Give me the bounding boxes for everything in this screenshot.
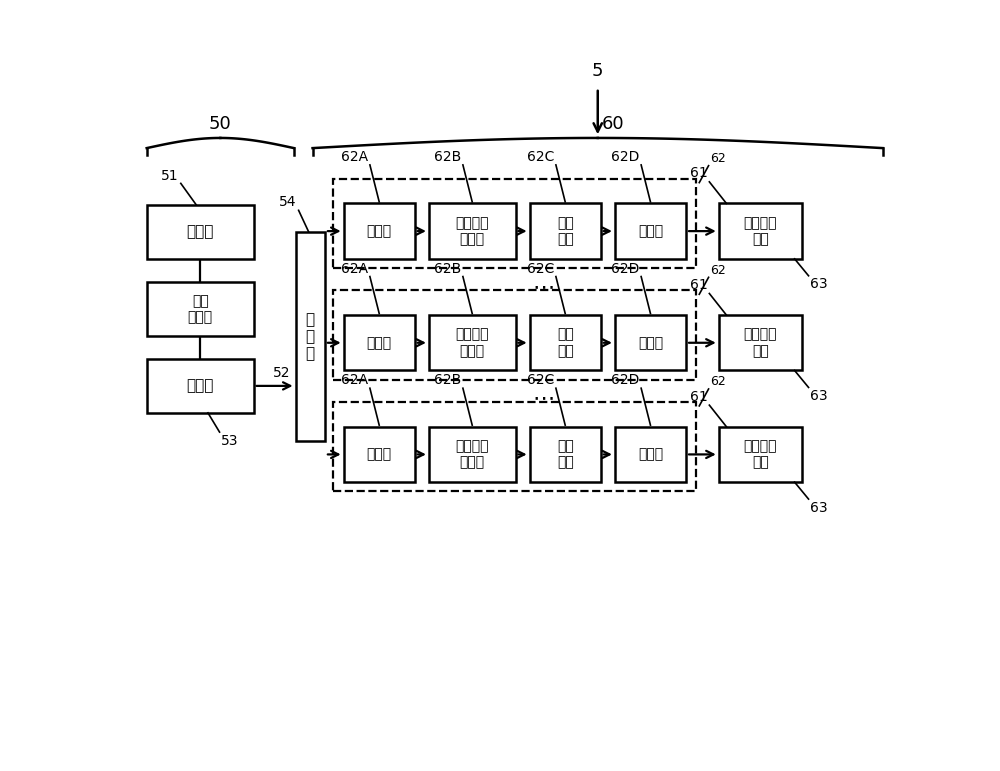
Text: ⋯: ⋯: [532, 277, 555, 297]
Text: 54: 54: [279, 195, 296, 209]
Text: 60: 60: [602, 115, 625, 133]
Bar: [147, 205, 254, 259]
Text: 63: 63: [810, 389, 828, 403]
Text: 63: 63: [810, 500, 828, 514]
Text: ⋯: ⋯: [532, 389, 555, 409]
Text: 可变增益
放大器: 可变增益 放大器: [455, 439, 489, 470]
Bar: [429, 315, 516, 371]
Bar: [719, 204, 802, 259]
Text: 62C: 62C: [527, 373, 554, 388]
Bar: [333, 402, 696, 491]
Text: 62B: 62B: [434, 262, 461, 276]
Text: 62: 62: [710, 375, 726, 389]
Text: 61: 61: [690, 389, 708, 403]
Text: 隔离器: 隔离器: [638, 447, 663, 461]
Bar: [429, 426, 516, 482]
Text: 62D: 62D: [611, 262, 640, 276]
Bar: [530, 204, 601, 259]
Text: 62D: 62D: [611, 373, 640, 388]
Text: 隔离器: 隔离器: [638, 335, 663, 350]
Bar: [344, 426, 415, 482]
Text: 62A: 62A: [341, 150, 368, 164]
Text: 相位器: 相位器: [367, 335, 392, 350]
Bar: [333, 179, 696, 268]
Bar: [530, 315, 601, 371]
Text: 主放
大器: 主放 大器: [557, 216, 574, 246]
Text: 电源部: 电源部: [186, 224, 214, 239]
Text: 相位器: 相位器: [367, 447, 392, 461]
Bar: [147, 282, 254, 336]
Bar: [344, 204, 415, 259]
Text: 63: 63: [810, 278, 828, 291]
Text: 61: 61: [690, 278, 708, 292]
Text: 放大器: 放大器: [186, 379, 214, 393]
Text: 61: 61: [690, 167, 708, 180]
Bar: [615, 426, 686, 482]
Text: 62C: 62C: [527, 262, 554, 276]
Text: 62A: 62A: [341, 262, 368, 276]
Text: 52: 52: [273, 365, 291, 380]
Text: 62D: 62D: [611, 150, 640, 164]
Text: 53: 53: [221, 433, 239, 448]
Text: 62B: 62B: [434, 373, 461, 388]
Text: 5: 5: [592, 62, 604, 80]
Text: 62C: 62C: [527, 150, 554, 164]
Text: 62A: 62A: [341, 373, 368, 388]
Bar: [615, 315, 686, 371]
Text: 微波
振荡器: 微波 振荡器: [188, 294, 213, 324]
Text: 62: 62: [710, 264, 726, 277]
Text: 62B: 62B: [434, 150, 461, 164]
Bar: [615, 204, 686, 259]
Text: 微波导入
机构: 微波导入 机构: [744, 328, 777, 358]
Text: 50: 50: [209, 115, 232, 133]
Bar: [429, 204, 516, 259]
Text: 可变增益
放大器: 可变增益 放大器: [455, 216, 489, 246]
Bar: [296, 232, 325, 441]
Text: 微波导入
机构: 微波导入 机构: [744, 216, 777, 246]
Text: 62: 62: [710, 152, 726, 165]
Text: 主放
大器: 主放 大器: [557, 439, 574, 470]
Text: 微波导入
机构: 微波导入 机构: [744, 439, 777, 470]
Bar: [719, 315, 802, 371]
Text: 51: 51: [161, 169, 178, 183]
Bar: [344, 315, 415, 371]
Text: 隔离器: 隔离器: [638, 224, 663, 238]
Bar: [719, 426, 802, 482]
Text: 相位器: 相位器: [367, 224, 392, 238]
Text: 主放
大器: 主放 大器: [557, 328, 574, 358]
Bar: [333, 291, 696, 380]
Text: 分
频
器: 分 频 器: [306, 311, 315, 362]
Bar: [530, 426, 601, 482]
Bar: [147, 359, 254, 412]
Text: 可变增益
放大器: 可变增益 放大器: [455, 328, 489, 358]
